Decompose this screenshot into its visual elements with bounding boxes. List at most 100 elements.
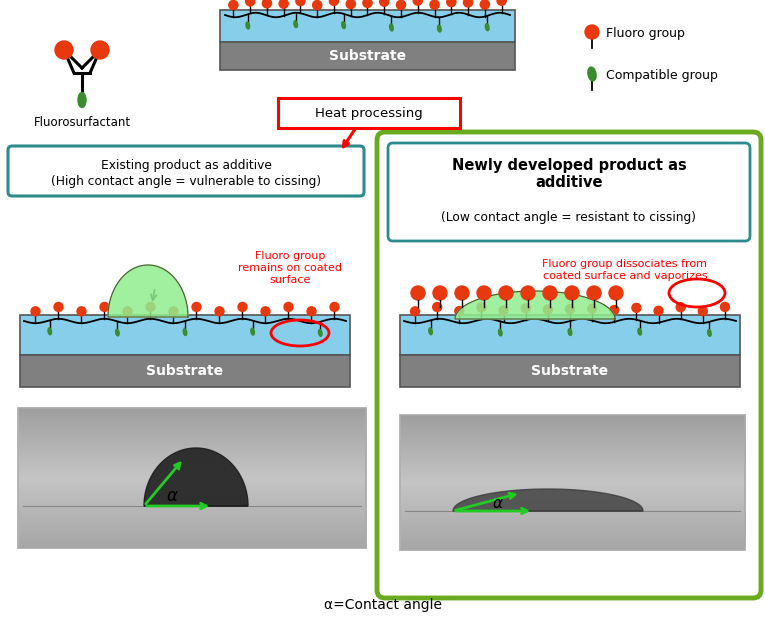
Text: Substrate: Substrate bbox=[146, 364, 223, 378]
Circle shape bbox=[433, 302, 441, 312]
Text: (High contact angle = vulnerable to cissing): (High contact angle = vulnerable to ciss… bbox=[51, 175, 321, 188]
Text: α: α bbox=[493, 496, 503, 511]
Ellipse shape bbox=[568, 329, 571, 336]
Text: Compatible group: Compatible group bbox=[606, 69, 718, 83]
Circle shape bbox=[379, 0, 389, 6]
Bar bbox=[220, 10, 515, 42]
Circle shape bbox=[330, 0, 339, 6]
Circle shape bbox=[698, 307, 708, 316]
Circle shape bbox=[565, 286, 579, 300]
Ellipse shape bbox=[485, 24, 489, 31]
Text: Newly developed product as
additive: Newly developed product as additive bbox=[451, 158, 686, 190]
Ellipse shape bbox=[116, 329, 119, 336]
Circle shape bbox=[455, 307, 464, 316]
Circle shape bbox=[585, 25, 599, 39]
Circle shape bbox=[497, 0, 506, 5]
Circle shape bbox=[632, 304, 641, 312]
Circle shape bbox=[262, 0, 272, 8]
Bar bbox=[220, 42, 515, 70]
Circle shape bbox=[521, 286, 535, 300]
Ellipse shape bbox=[438, 25, 441, 32]
Text: (Low contact angle = resistant to cissing): (Low contact angle = resistant to cissin… bbox=[441, 210, 696, 223]
Circle shape bbox=[588, 304, 597, 313]
Ellipse shape bbox=[708, 329, 711, 336]
Circle shape bbox=[192, 302, 201, 311]
Ellipse shape bbox=[251, 328, 255, 335]
Ellipse shape bbox=[389, 24, 393, 31]
Bar bbox=[20, 355, 350, 387]
Circle shape bbox=[499, 306, 508, 315]
Circle shape bbox=[477, 286, 491, 300]
Bar bbox=[20, 315, 350, 355]
Polygon shape bbox=[108, 265, 188, 317]
Text: Fluoro group: Fluoro group bbox=[606, 28, 685, 41]
Ellipse shape bbox=[638, 328, 642, 335]
Bar bbox=[400, 315, 740, 355]
Circle shape bbox=[413, 0, 422, 5]
Ellipse shape bbox=[588, 67, 596, 81]
Circle shape bbox=[296, 0, 305, 6]
Circle shape bbox=[307, 307, 316, 316]
Circle shape bbox=[464, 0, 473, 7]
FancyBboxPatch shape bbox=[377, 132, 761, 598]
Circle shape bbox=[676, 303, 685, 312]
Circle shape bbox=[587, 286, 601, 300]
Circle shape bbox=[363, 0, 372, 8]
Text: Substrate: Substrate bbox=[329, 49, 406, 63]
Ellipse shape bbox=[48, 328, 51, 335]
Circle shape bbox=[477, 303, 486, 312]
Circle shape bbox=[609, 286, 623, 300]
Circle shape bbox=[411, 286, 425, 300]
Circle shape bbox=[447, 0, 456, 7]
Polygon shape bbox=[144, 448, 248, 506]
Circle shape bbox=[279, 0, 288, 8]
Circle shape bbox=[229, 1, 238, 9]
FancyBboxPatch shape bbox=[388, 143, 750, 241]
Circle shape bbox=[215, 307, 224, 316]
Circle shape bbox=[430, 0, 439, 9]
Circle shape bbox=[261, 307, 270, 316]
Circle shape bbox=[654, 306, 663, 316]
Circle shape bbox=[346, 0, 355, 9]
Polygon shape bbox=[453, 489, 643, 511]
Ellipse shape bbox=[428, 328, 432, 335]
Ellipse shape bbox=[318, 329, 322, 336]
Ellipse shape bbox=[78, 93, 86, 108]
Circle shape bbox=[123, 307, 132, 316]
Circle shape bbox=[246, 0, 255, 6]
Circle shape bbox=[543, 286, 557, 300]
Bar bbox=[18, 408, 366, 548]
Circle shape bbox=[565, 305, 575, 314]
Circle shape bbox=[77, 307, 86, 316]
Text: Heat processing: Heat processing bbox=[315, 106, 423, 120]
Circle shape bbox=[54, 302, 63, 311]
Circle shape bbox=[100, 302, 109, 311]
Circle shape bbox=[455, 286, 469, 300]
Text: α=Contact angle: α=Contact angle bbox=[324, 598, 442, 612]
Circle shape bbox=[499, 286, 513, 300]
Circle shape bbox=[480, 0, 490, 9]
Circle shape bbox=[55, 41, 73, 59]
Circle shape bbox=[543, 305, 552, 314]
Circle shape bbox=[433, 286, 447, 300]
Circle shape bbox=[169, 307, 178, 316]
Ellipse shape bbox=[183, 329, 187, 336]
Text: α: α bbox=[167, 487, 177, 505]
Ellipse shape bbox=[499, 329, 502, 336]
Circle shape bbox=[721, 302, 729, 311]
Polygon shape bbox=[455, 291, 615, 319]
Circle shape bbox=[411, 307, 419, 316]
FancyBboxPatch shape bbox=[278, 98, 460, 128]
FancyBboxPatch shape bbox=[8, 146, 364, 196]
Circle shape bbox=[146, 302, 155, 311]
Text: Fluorosurfactant: Fluorosurfactant bbox=[34, 116, 131, 130]
Circle shape bbox=[330, 302, 339, 311]
Circle shape bbox=[31, 307, 40, 316]
Ellipse shape bbox=[246, 22, 249, 29]
Ellipse shape bbox=[342, 22, 345, 29]
Bar bbox=[400, 415, 745, 550]
Circle shape bbox=[284, 302, 293, 311]
Bar bbox=[400, 355, 740, 387]
Ellipse shape bbox=[294, 21, 298, 28]
Circle shape bbox=[610, 305, 619, 314]
